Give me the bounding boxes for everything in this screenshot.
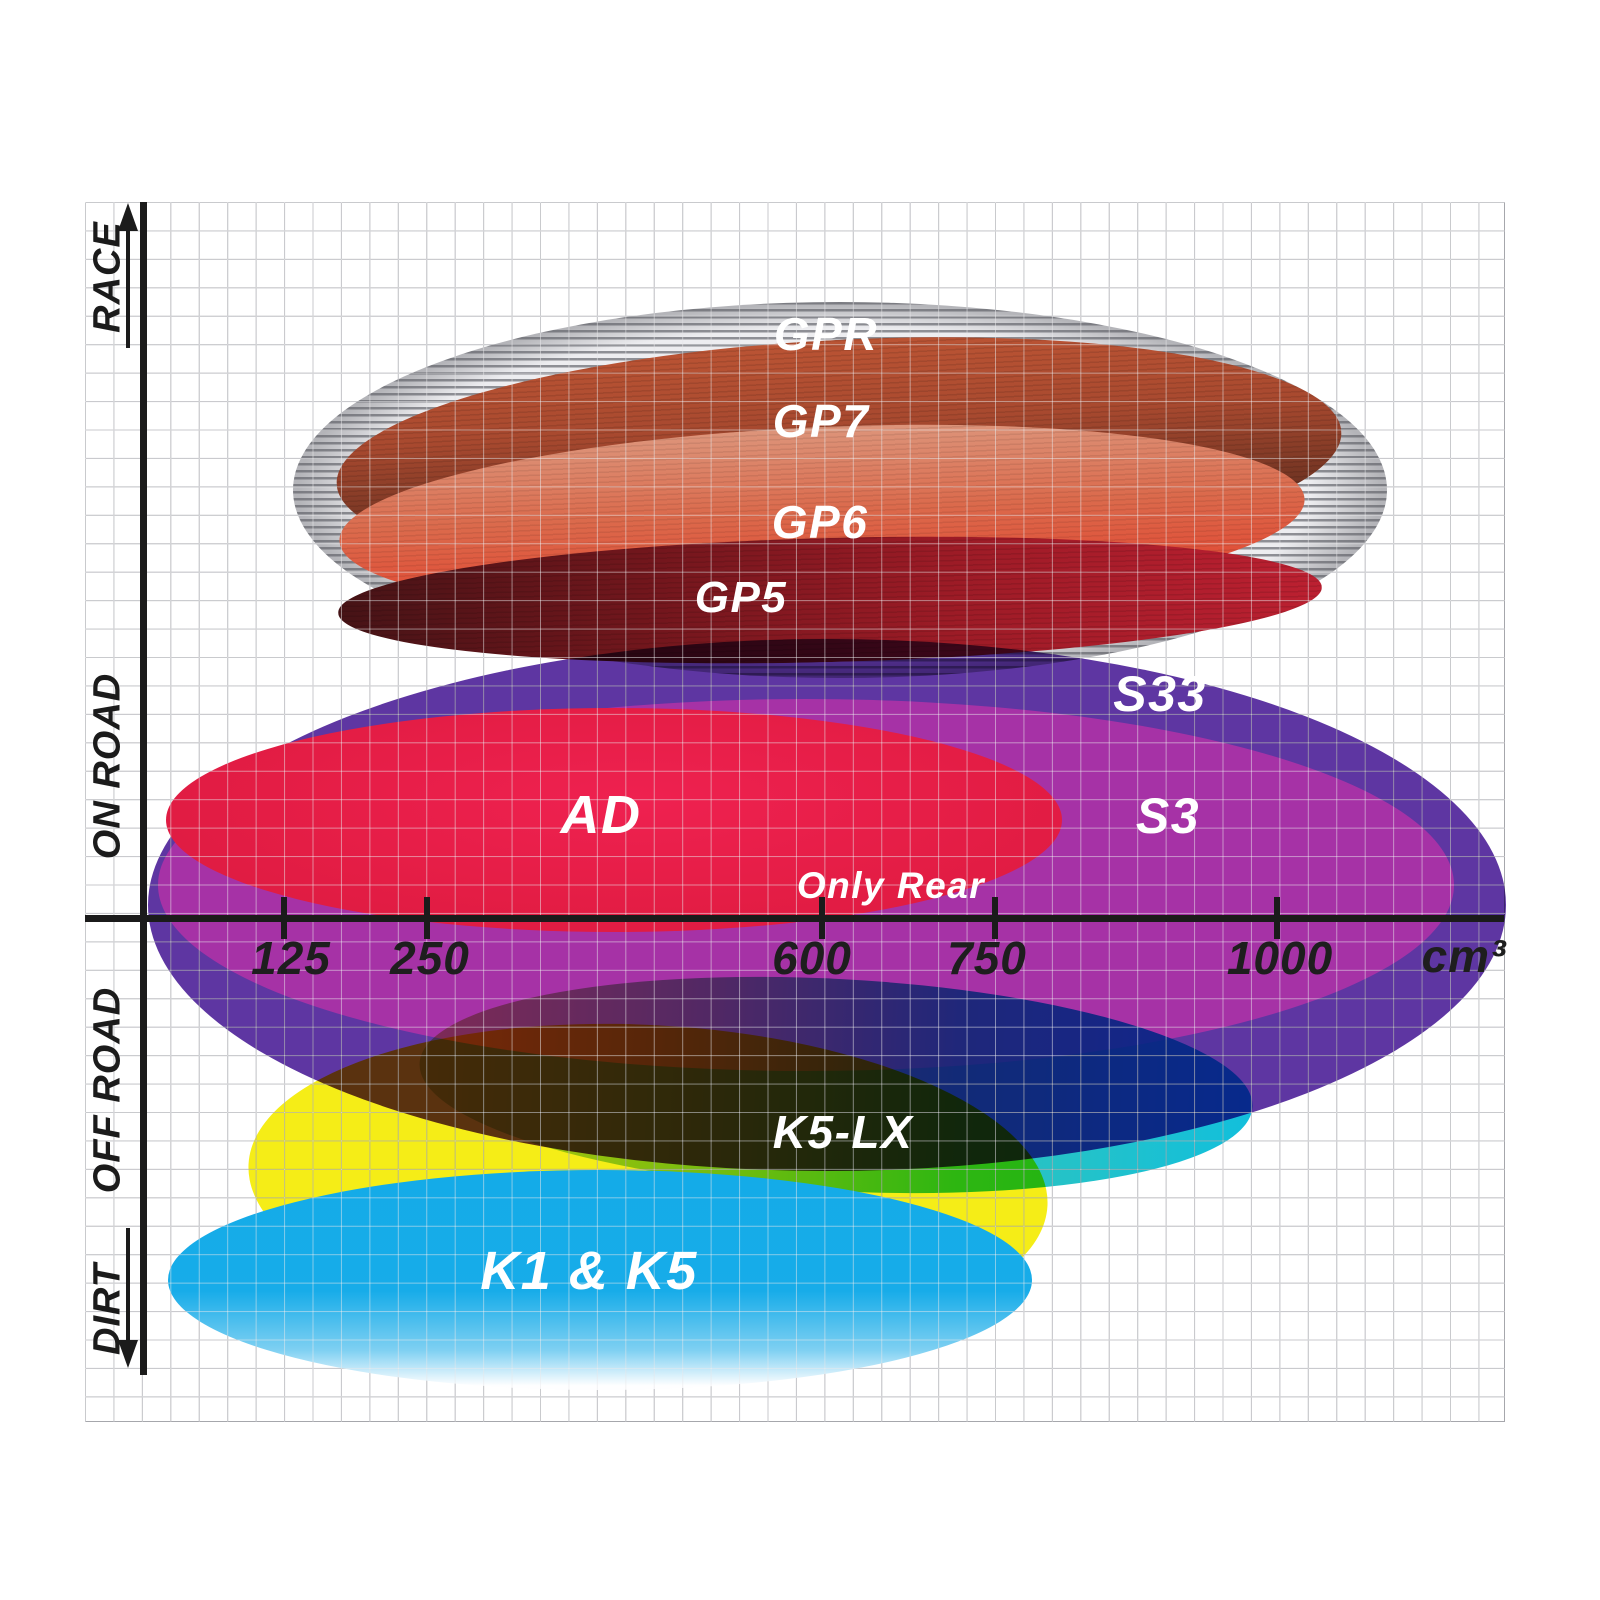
race-arrow-up-icon bbox=[118, 203, 138, 231]
y-axis-label-dirt: DIRT bbox=[86, 1263, 129, 1355]
grid-overlay bbox=[85, 202, 1505, 1422]
x-axis-line bbox=[85, 915, 1504, 922]
x-tick-250 bbox=[424, 897, 430, 939]
label-gp5: GP5 bbox=[694, 573, 788, 622]
label-gp7: GP7 bbox=[772, 395, 870, 447]
y-axis-line bbox=[140, 202, 147, 1375]
y-axis-label-off-road: OFF ROAD bbox=[86, 986, 129, 1194]
label-k1-k5: K1 & K5 bbox=[480, 1241, 698, 1301]
label-s33: S33 bbox=[1113, 666, 1207, 722]
x-tick-750 bbox=[992, 897, 998, 939]
x-tick-label-750: 750 bbox=[947, 932, 1027, 984]
ellipse-k1k5 bbox=[168, 1170, 1032, 1390]
x-tick-label-600: 600 bbox=[772, 932, 852, 984]
ellipse-ad bbox=[166, 708, 1062, 932]
label-gp6: GP6 bbox=[771, 496, 869, 548]
y-axis-label-race: RACE bbox=[86, 221, 129, 333]
label-gpr: GPR bbox=[773, 308, 879, 360]
dirt-arrow-line bbox=[126, 1228, 130, 1346]
label-only-rear: Only Rear bbox=[796, 865, 986, 906]
x-axis-unit-label: cm³ bbox=[1421, 930, 1507, 982]
race-arrow-line bbox=[126, 228, 130, 348]
label-s3: S3 bbox=[1135, 788, 1201, 844]
y-axis-label-on-road: ON ROAD bbox=[86, 672, 129, 860]
dirt-arrow-down-icon bbox=[118, 1340, 138, 1368]
x-tick-600 bbox=[819, 897, 825, 939]
label-ad: AD bbox=[560, 785, 642, 845]
label-k5lx: K5-LX bbox=[772, 1106, 914, 1158]
x-tick-label-125: 125 bbox=[251, 932, 331, 984]
x-tick-1000 bbox=[1274, 897, 1280, 939]
x-tick-label-250: 250 bbox=[390, 932, 470, 984]
x-tick-125 bbox=[281, 897, 287, 939]
x-tick-label-1000: 1000 bbox=[1226, 932, 1334, 984]
